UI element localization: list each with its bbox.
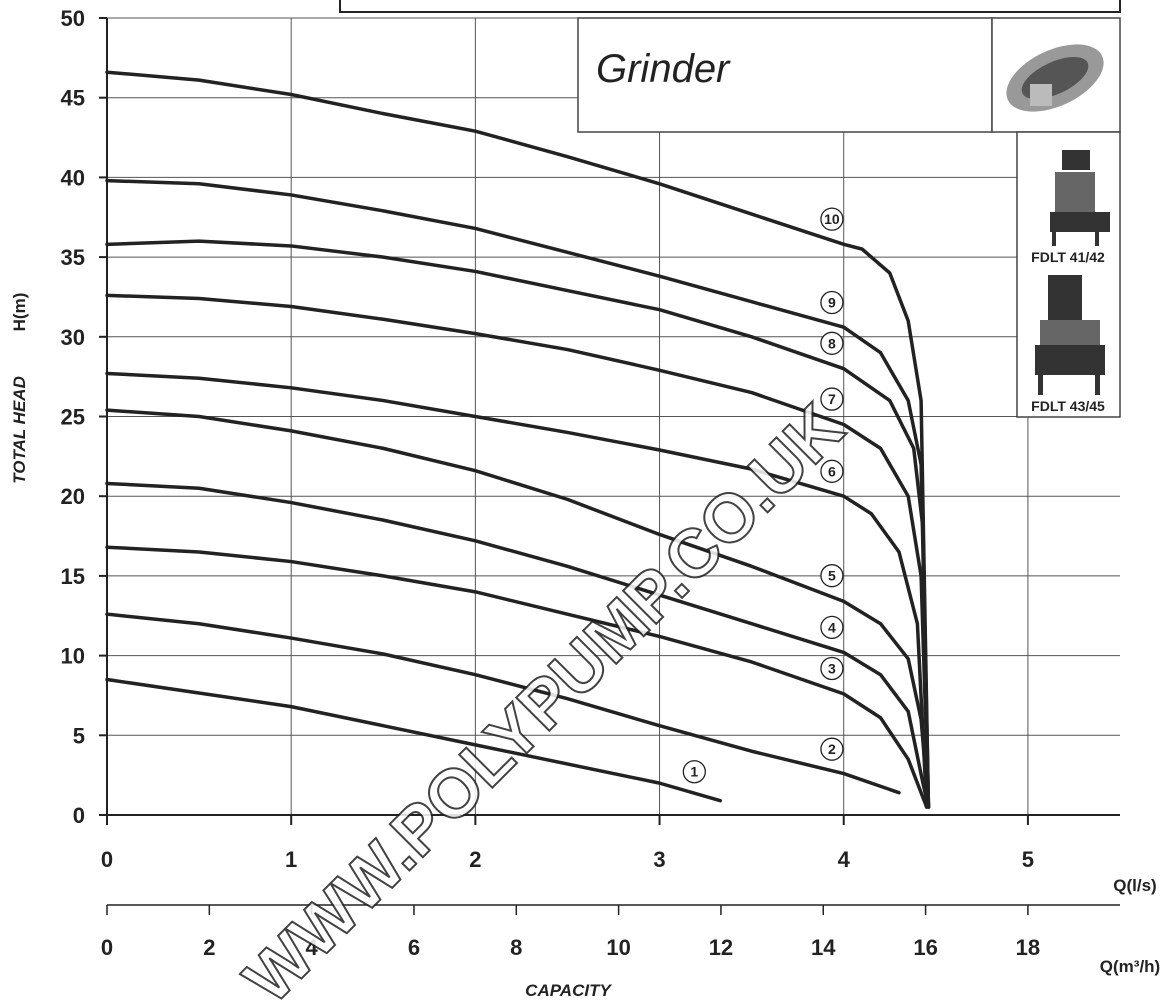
y-tick-label: 15 xyxy=(61,564,85,589)
series-label: 5 xyxy=(828,568,836,584)
y-tick-label: 30 xyxy=(61,325,85,350)
y-tick-label: 5 xyxy=(73,723,85,748)
x-tick-label: 1 xyxy=(285,847,297,872)
x2-tick-label: 8 xyxy=(510,935,522,960)
model-label: FDLT 41/42 xyxy=(1031,249,1105,265)
series-label: 8 xyxy=(828,335,836,351)
y-axis-title: TOTAL HEAD xyxy=(10,376,29,484)
top-box xyxy=(340,0,1120,12)
y-tick-label: 35 xyxy=(61,245,85,270)
x2-tick-label: 16 xyxy=(913,935,937,960)
x2-tick-label: 18 xyxy=(1016,935,1040,960)
x2-tick-label: 2 xyxy=(203,935,215,960)
y-axis-unit: H(m) xyxy=(10,293,29,332)
y-tick-label: 25 xyxy=(61,405,85,430)
x-tick-label: 4 xyxy=(838,847,851,872)
y-tick-label: 0 xyxy=(73,803,85,828)
series-label: 4 xyxy=(828,619,836,635)
y-tick-label: 45 xyxy=(61,86,85,111)
x-tick-label: 3 xyxy=(653,847,665,872)
x-tick-label: 2 xyxy=(469,847,481,872)
watermark: WWW.POLYPUMP.CO.UK xyxy=(230,390,858,1003)
chart: Grinder FDLT 41/42 FDLT 43/45 0510152025… xyxy=(0,0,1166,1003)
x2-tick-label: 14 xyxy=(811,935,836,960)
series-label: 2 xyxy=(828,741,836,757)
chart-title: Grinder xyxy=(596,47,731,91)
x-tick-label: 0 xyxy=(101,847,113,872)
x2-tick-label: 0 xyxy=(101,935,113,960)
y-tick-label: 50 xyxy=(61,6,85,31)
y-tick-label: 10 xyxy=(61,644,85,669)
x2-tick-label: 10 xyxy=(606,935,630,960)
x-tick-label: 5 xyxy=(1022,847,1034,872)
x-axis-unit: Q(l/s) xyxy=(1113,876,1156,895)
series-label: 9 xyxy=(828,295,836,311)
x2-tick-label: 12 xyxy=(709,935,733,960)
series-label: 7 xyxy=(828,391,836,407)
x-axis-title: CAPACITY xyxy=(525,981,612,1000)
grid xyxy=(107,18,1120,815)
x2-axis-unit: Q(m³/h) xyxy=(1100,957,1160,976)
series-label: 3 xyxy=(828,660,836,676)
y-tick-label: 40 xyxy=(61,165,85,190)
series-label: 1 xyxy=(690,764,698,780)
y-tick-label: 20 xyxy=(61,484,85,509)
x2-tick-label: 6 xyxy=(408,935,420,960)
model-label: FDLT 43/45 xyxy=(1031,398,1105,414)
series-label: 10 xyxy=(824,211,840,227)
